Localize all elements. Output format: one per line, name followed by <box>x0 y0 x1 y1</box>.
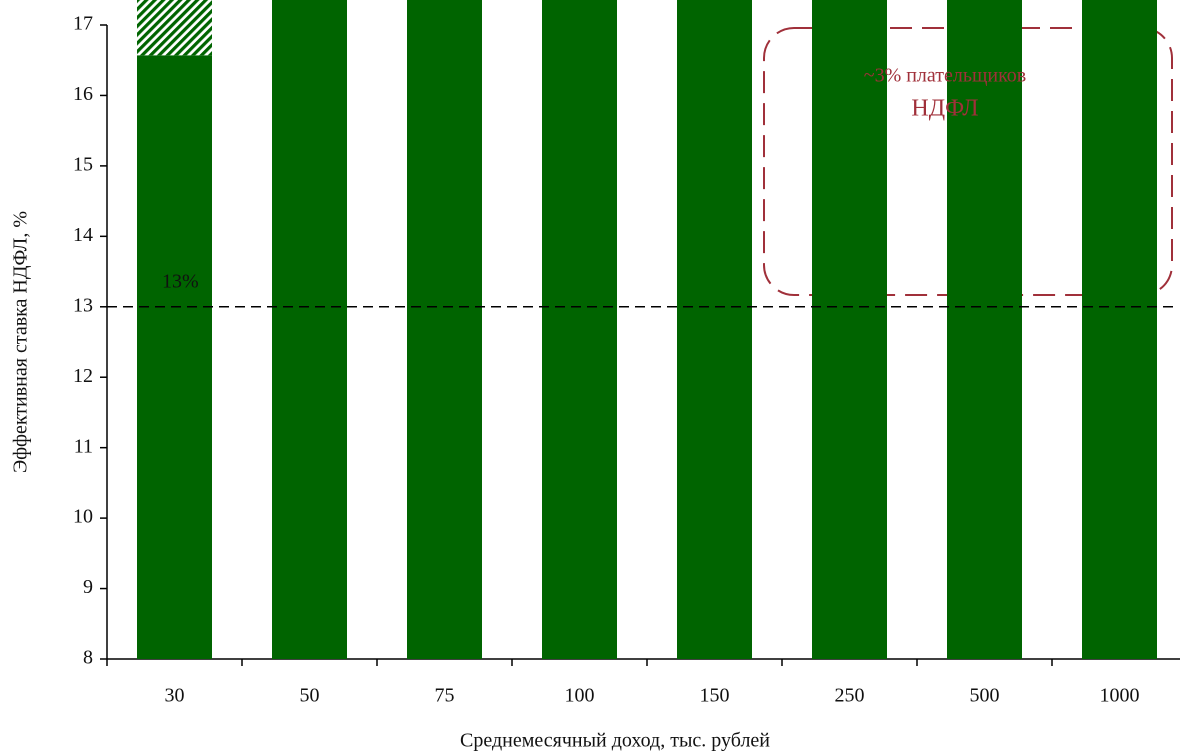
y-tick-label: 13 <box>73 294 93 316</box>
y-tick-label: 9 <box>83 576 93 598</box>
bar-segment <box>272 0 347 660</box>
y-tick-label: 12 <box>73 365 93 387</box>
x-tick-label: 1000 <box>1100 685 1140 707</box>
x-tick-label: 500 <box>970 685 1000 707</box>
bar-segment <box>542 0 617 659</box>
y-tick-label: 15 <box>73 153 93 175</box>
x-tick-label: 250 <box>835 685 865 707</box>
x-tick-label: 50 <box>300 685 320 707</box>
bar-segment <box>812 0 887 659</box>
y-tick-label: 10 <box>73 506 93 528</box>
x-tick-label: 30 <box>165 685 185 707</box>
bar-segment <box>137 0 212 56</box>
y-tick-label: 8 <box>83 647 93 669</box>
y-axis-label: Эффективная ставка НДФЛ, % <box>10 211 32 473</box>
y-tick-label: 11 <box>74 435 93 457</box>
x-tick-label: 100 <box>565 685 595 707</box>
bar-segment <box>1082 0 1157 659</box>
x-axis-label: Среднемесячный доход, тыс. рублей <box>460 730 770 752</box>
bar-segment <box>677 0 752 660</box>
annotation-text: НДФЛ <box>911 96 978 122</box>
x-tick-label: 150 <box>700 685 730 707</box>
x-tick-label: 75 <box>435 685 455 707</box>
y-tick-label: 17 <box>73 13 93 35</box>
bar-segment <box>947 0 1022 659</box>
bar-segment <box>137 55 212 659</box>
bar-segment <box>407 0 482 660</box>
annotation-text: ~3% плательщиков <box>864 65 1027 87</box>
reference-label: 13% <box>162 270 199 292</box>
y-tick-label: 16 <box>73 83 93 105</box>
y-tick-label: 14 <box>73 224 93 246</box>
